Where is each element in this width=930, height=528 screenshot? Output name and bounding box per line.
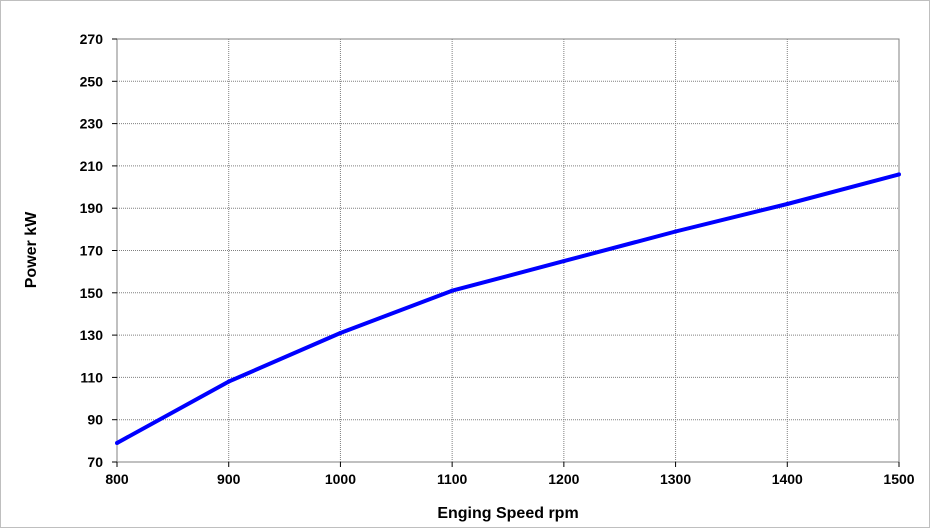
x-tick-label: 1200 xyxy=(548,471,579,487)
x-axis-title: Enging Speed rpm xyxy=(437,505,578,522)
x-tick-label: 1100 xyxy=(437,471,468,487)
y-tick-label: 70 xyxy=(87,454,103,470)
y-tick-labels: 70 90 110 130 150 170 190 210 230 250 270 xyxy=(80,31,104,470)
y-tick-label: 170 xyxy=(80,243,104,259)
x-tick-label: 1500 xyxy=(883,471,914,487)
data-point xyxy=(338,330,343,335)
axes xyxy=(112,38,900,467)
x-tick-label: 1400 xyxy=(772,471,803,487)
y-tick-label: 250 xyxy=(80,73,104,89)
y-tick-label: 230 xyxy=(80,116,104,132)
x-tick-label: 900 xyxy=(217,471,241,487)
x-tick-label: 800 xyxy=(105,471,129,487)
y-tick-label: 110 xyxy=(80,369,103,385)
power-series-line xyxy=(116,172,900,445)
y-tick-label: 150 xyxy=(80,285,104,301)
x-tick-label: 1300 xyxy=(660,471,691,487)
y-tick-label: 210 xyxy=(80,158,104,174)
y-tick-label: 190 xyxy=(80,200,104,216)
data-point xyxy=(115,440,119,445)
x-tick-label: 1000 xyxy=(325,471,356,487)
series-layer xyxy=(115,172,901,445)
y-tick-label: 270 xyxy=(80,31,104,47)
data-point xyxy=(561,259,566,264)
data-point xyxy=(897,172,901,177)
y-tick-label: 130 xyxy=(80,327,104,343)
data-point xyxy=(673,229,678,234)
data-point xyxy=(785,201,790,206)
x-tick-labels: 800 900 1000 1100 1200 1300 1400 1500 xyxy=(105,471,914,487)
y-tick-label: 90 xyxy=(87,412,103,428)
y-axis-title: Power kW xyxy=(23,211,40,288)
data-point xyxy=(226,379,231,384)
data-point xyxy=(450,288,455,293)
